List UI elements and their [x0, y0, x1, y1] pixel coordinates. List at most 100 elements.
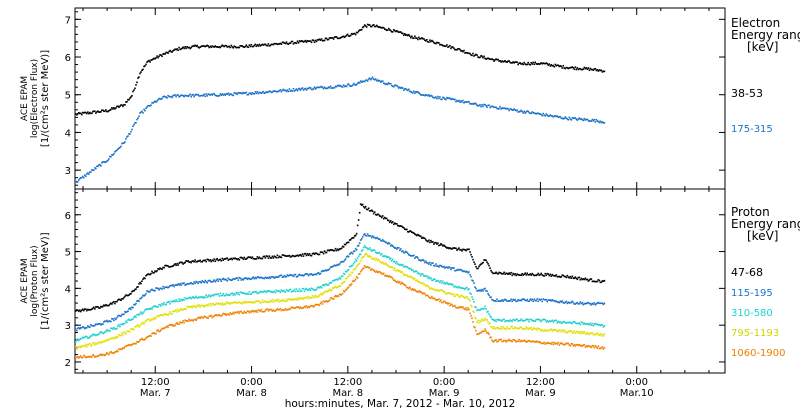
data-point — [269, 277, 272, 280]
data-point — [401, 281, 403, 284]
data-point — [266, 308, 269, 310]
data-point — [119, 315, 121, 317]
data-point — [413, 254, 415, 257]
data-point — [97, 342, 99, 345]
data-point — [105, 353, 107, 356]
data-point — [142, 68, 144, 71]
data-point — [335, 295, 338, 298]
data-point — [524, 63, 526, 65]
data-point — [83, 309, 85, 312]
data-point — [393, 222, 396, 224]
data-point — [260, 92, 263, 94]
data-point — [470, 314, 472, 317]
data-point — [197, 282, 199, 285]
data-point — [567, 321, 570, 324]
data-point — [214, 94, 217, 97]
data-point — [552, 64, 555, 67]
data-point — [413, 90, 415, 93]
data-point — [322, 39, 325, 42]
data-point — [288, 254, 291, 257]
data-point — [154, 270, 156, 272]
data-point — [90, 112, 92, 115]
data-point — [601, 346, 604, 348]
data-point — [273, 299, 276, 302]
data-point — [321, 294, 324, 296]
data-point — [177, 300, 179, 303]
data-point — [405, 265, 407, 268]
data-point — [189, 47, 191, 50]
data-point — [603, 121, 606, 124]
data-point — [348, 265, 351, 268]
data-point — [176, 284, 178, 286]
data-point — [500, 300, 502, 302]
data-point — [377, 238, 380, 240]
data-point — [118, 298, 120, 301]
data-point — [348, 273, 351, 276]
data-point — [328, 299, 331, 301]
data-point — [468, 298, 470, 300]
data-point — [590, 304, 593, 306]
data-point — [410, 90, 412, 93]
data-point — [482, 319, 484, 322]
data-point — [83, 354, 85, 357]
data-point — [515, 274, 517, 277]
data-point — [88, 309, 90, 311]
data-point — [582, 119, 585, 122]
data-point — [468, 308, 470, 311]
data-point — [118, 106, 120, 109]
data-point — [116, 316, 118, 319]
data-point — [165, 286, 167, 289]
data-point — [150, 104, 152, 107]
data-point — [116, 105, 118, 108]
data-point — [463, 287, 465, 290]
data-point — [356, 224, 359, 227]
legend-entry: 310-580 — [731, 308, 773, 319]
data-point — [191, 282, 193, 285]
data-point — [304, 87, 307, 90]
data-point — [420, 282, 422, 285]
data-point — [209, 94, 212, 96]
data-point — [434, 278, 436, 281]
data-point — [409, 90, 411, 93]
data-point — [254, 43, 257, 46]
data-point — [339, 84, 342, 87]
data-point — [335, 36, 338, 38]
electron-y-axis-label: ACE EPAM log(Electron Flux) [1/(cm²s ster … — [20, 50, 51, 147]
data-point — [436, 280, 438, 282]
data-point — [337, 278, 340, 280]
data-point — [489, 267, 491, 269]
data-point — [595, 118, 598, 121]
data-point — [493, 319, 495, 322]
data-point — [99, 341, 101, 344]
data-point — [471, 296, 473, 298]
data-point — [385, 217, 388, 220]
data-point — [423, 259, 425, 262]
data-point — [182, 298, 184, 301]
data-point — [322, 252, 325, 255]
data-point — [434, 96, 436, 99]
data-point — [271, 275, 274, 278]
data-point — [217, 46, 220, 48]
data-point — [285, 298, 288, 301]
data-point — [425, 285, 427, 287]
data-point — [508, 338, 510, 341]
data-point — [184, 46, 186, 48]
data-point — [497, 340, 499, 342]
data-point — [381, 261, 384, 263]
data-point — [205, 316, 208, 319]
data-point — [245, 293, 248, 295]
data-point — [204, 45, 206, 48]
data-point — [507, 60, 509, 63]
data-point — [420, 37, 422, 40]
data-point — [192, 283, 194, 285]
data-point — [194, 318, 196, 321]
data-point — [404, 265, 406, 268]
data-point — [425, 239, 427, 241]
data-point — [247, 310, 250, 313]
data-point — [214, 314, 217, 317]
data-point — [378, 271, 381, 273]
data-point — [384, 28, 387, 31]
data-point — [470, 275, 472, 278]
data-point — [100, 305, 102, 308]
data-point — [421, 94, 423, 96]
